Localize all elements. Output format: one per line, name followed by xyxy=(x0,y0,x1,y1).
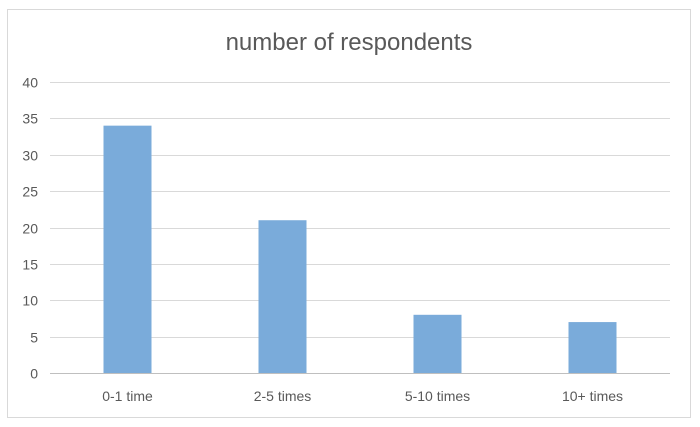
bar xyxy=(568,322,617,373)
y-tick-label: 10 xyxy=(22,293,38,309)
gridlines xyxy=(50,82,670,374)
bars xyxy=(103,125,617,374)
x-category-label: 0-1 time xyxy=(102,388,153,404)
y-axis-tick-labels: 0 5 10 15 20 25 30 35 40 xyxy=(22,75,38,382)
y-tick-label: 40 xyxy=(22,75,38,91)
y-tick-label: 15 xyxy=(22,257,38,273)
bar xyxy=(258,220,307,373)
bar xyxy=(103,125,152,374)
x-axis-category-labels: 0-1 time 2-5 times 5-10 times 10+ times xyxy=(102,388,623,404)
y-tick-label: 0 xyxy=(30,366,38,382)
y-tick-label: 30 xyxy=(22,148,38,164)
x-category-label: 2-5 times xyxy=(254,388,312,404)
x-category-label: 5-10 times xyxy=(405,388,470,404)
y-tick-label: 35 xyxy=(22,111,38,127)
bar xyxy=(413,314,462,373)
chart-title: number of respondents xyxy=(226,29,473,56)
x-category-label: 10+ times xyxy=(562,388,623,404)
y-tick-label: 25 xyxy=(22,184,38,200)
y-tick-label: 20 xyxy=(22,221,38,237)
y-tick-label: 5 xyxy=(30,330,38,346)
